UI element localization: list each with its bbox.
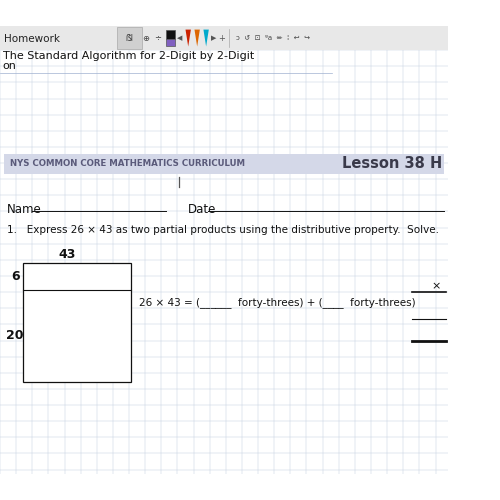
Text: 26 × 43 = (______  forty-threes) + (____  forty-threes): 26 × 43 = (______ forty-threes) + (____ … [139,297,415,308]
Text: 20: 20 [6,330,24,342]
Text: on: on [2,62,16,72]
Text: ×: × [432,282,441,292]
Text: Lesson 38 H: Lesson 38 H [342,156,442,172]
Text: Homework: Homework [4,34,60,43]
Text: NYS COMMON CORE MATHEMATICS CURRICULUM: NYS COMMON CORE MATHEMATICS CURRICULUM [10,160,245,168]
Text: ẞI: ẞI [125,34,133,42]
Text: ◀: ◀ [176,35,182,41]
Text: ↄ  ↺  ⊡  ᵍa  ✏  ⁞  ↩  ↪: ↄ ↺ ⊡ ᵍa ✏ ⁞ ↩ ↪ [236,35,310,41]
Text: ⊕: ⊕ [142,34,150,42]
Text: Date: Date [188,203,216,216]
Bar [0,26,448,50]
Text: 1.   Express 26 × 43 as two partial products using the distributive property.  S: 1. Express 26 × 43 as two partial produc… [7,226,439,235]
Bar [116,27,141,50]
Text: 43: 43 [58,248,76,261]
Bar [24,262,131,382]
Text: The Standard Algorithm for 2-Digit by 2-Digit: The Standard Algorithm for 2-Digit by 2-… [2,50,254,60]
Polygon shape [186,30,191,46]
Bar [166,30,175,38]
Text: 6: 6 [11,270,20,283]
Text: ▶: ▶ [210,35,216,41]
Polygon shape [194,30,200,46]
Text: ÷: ÷ [154,34,161,42]
Text: +: + [218,34,225,42]
Polygon shape [204,30,209,46]
Bar [4,154,444,174]
Text: Name: Name [7,203,42,216]
Bar [166,38,175,46]
